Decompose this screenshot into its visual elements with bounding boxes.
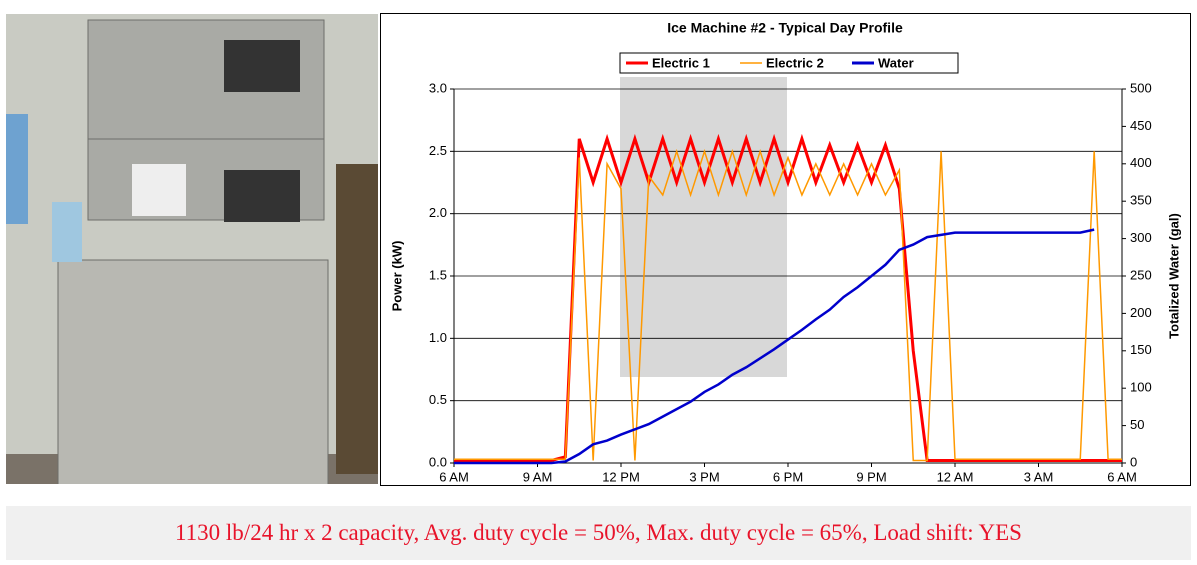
x-tick-label: 6 AM — [1107, 469, 1137, 484]
y-tick-label: 2.0 — [429, 205, 447, 220]
series-line — [454, 148, 1122, 462]
y2-tick-label: 250 — [1130, 267, 1152, 282]
x-tick-label: 6 AM — [439, 469, 469, 484]
y2-tick-label: 200 — [1130, 305, 1152, 320]
x-tick-label: 12 AM — [937, 469, 974, 484]
y2-tick-label: 100 — [1130, 380, 1152, 395]
caption: 1130 lb/24 hr x 2 capacity, Avg. duty cy… — [6, 506, 1191, 560]
photo-note — [132, 164, 186, 216]
chart: Ice Machine #2 - Typical Day Profile Pow… — [380, 13, 1191, 486]
photo-vent — [224, 170, 300, 222]
y2-tick-label: 300 — [1130, 230, 1152, 245]
y2-tick-label: 0 — [1130, 454, 1137, 469]
y-tick-label: 0.0 — [429, 454, 447, 469]
photo-rack — [336, 164, 378, 474]
y2-axis-label: Totalized Water (gal) — [1166, 213, 1181, 339]
photo-bin — [57, 259, 329, 484]
legend-box — [619, 52, 959, 74]
x-tick-label: 9 AM — [523, 469, 553, 484]
photo-filter — [6, 114, 28, 224]
y-tick-label: 3.0 — [429, 80, 447, 95]
x-tick-label: 12 PM — [602, 469, 640, 484]
y2-tick-label: 50 — [1130, 417, 1144, 432]
legend-label: Electric 1 — [652, 55, 710, 70]
x-tick-label: 9 PM — [856, 469, 886, 484]
y2-tick-label: 500 — [1130, 80, 1152, 95]
y-tick-label: 2.5 — [429, 143, 447, 158]
y2-tick-label: 450 — [1130, 118, 1152, 133]
y2-tick-label: 350 — [1130, 193, 1152, 208]
y2-tick-label: 400 — [1130, 155, 1152, 170]
legend-label: Electric 2 — [766, 55, 824, 70]
photo-vent — [224, 40, 300, 92]
y-tick-label: 1.5 — [429, 267, 447, 282]
y-axis-label: Power (kW) — [389, 241, 404, 312]
y-tick-label: 1.0 — [429, 330, 447, 345]
photo — [6, 14, 378, 484]
x-tick-label: 6 PM — [773, 469, 803, 484]
chart-title: Ice Machine #2 - Typical Day Profile — [667, 20, 903, 36]
photo-jug — [52, 202, 82, 262]
x-tick-label: 3 PM — [689, 469, 719, 484]
series-line — [454, 228, 1095, 465]
highlight-region — [620, 77, 787, 377]
y-tick-label: 0.5 — [429, 392, 447, 407]
y2-tick-label: 150 — [1130, 342, 1152, 357]
x-tick-label: 3 AM — [1024, 469, 1054, 484]
legend-label: Water — [878, 55, 914, 70]
